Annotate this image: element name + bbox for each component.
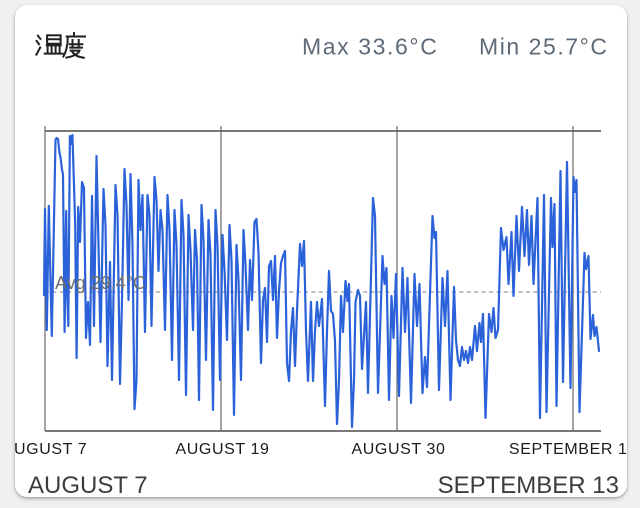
- svg-text:Min 25.7°C: Min 25.7°C: [479, 34, 609, 60]
- svg-text:AUGUST 30: AUGUST 30: [351, 441, 445, 458]
- svg-text:SEPTEMBER 13: SEPTEMBER 13: [438, 472, 619, 497]
- svg-text:AUGUST 19: AUGUST 19: [175, 441, 269, 458]
- svg-text:Max 33.6°C: Max 33.6°C: [302, 34, 438, 60]
- svg-text:AUGUST 7: AUGUST 7: [15, 441, 87, 458]
- svg-text:SEPTEMBER 10: SEPTEMBER 10: [509, 441, 627, 458]
- svg-text:AUGUST 7: AUGUST 7: [28, 472, 148, 497]
- svg-text:Avg 29.4°C: Avg 29.4°C: [55, 273, 146, 293]
